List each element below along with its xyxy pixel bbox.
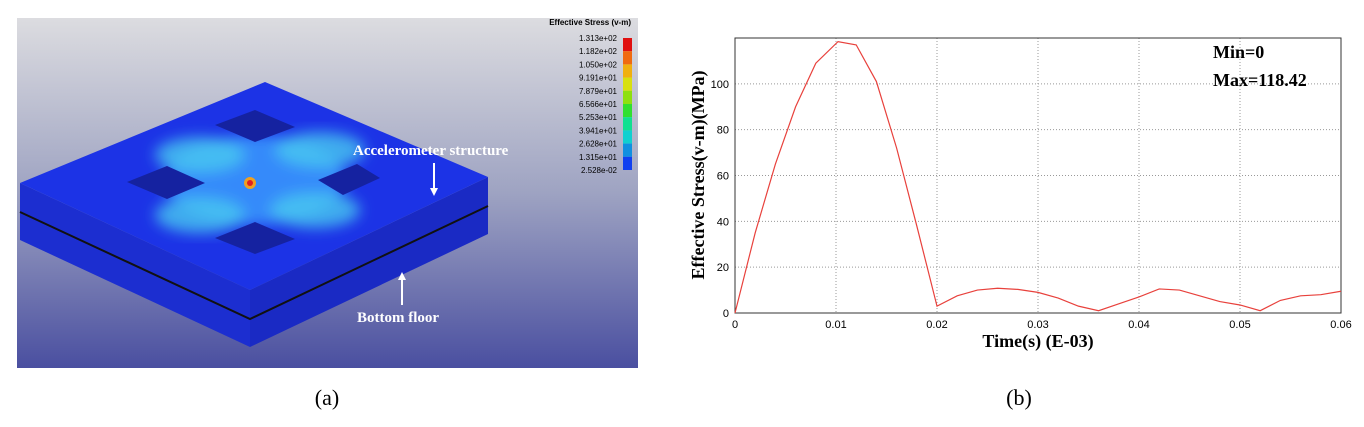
legend-label: 1.313e+02 (579, 34, 618, 43)
panel-a: Accelerometer structure Bottom floor Eff… (17, 18, 638, 410)
colorbar-segment (623, 130, 632, 144)
stress-hotspot (247, 180, 253, 186)
legend-label: 1.050e+02 (579, 60, 618, 69)
colorbar-segment (623, 38, 632, 52)
y-tick-label: 100 (711, 79, 729, 91)
cutout (215, 222, 295, 254)
y-tick-label: 80 (717, 125, 729, 137)
panel-b: (b) 0 20 40 60 80 100 0 0.01 0.02 0.03 0.04 0.05 0.0… (688, 37, 1352, 410)
annotation: Max=118.42 (1213, 70, 1307, 90)
annotation: Bottom floor (357, 310, 439, 326)
colorbar-legend: 1.313e+02 1.182e+02 1.050e+02 9.191e+01 7.87… (579, 34, 632, 175)
colorbar-segment (623, 90, 632, 104)
cutout (318, 164, 380, 195)
caption: (a) (315, 385, 339, 410)
colorbar-segment (623, 143, 632, 157)
colorbar-segment (623, 104, 632, 118)
cutout (127, 166, 205, 199)
legend-label: 7.879e+01 (579, 87, 618, 96)
legend-title: Effective Stress (v-m) (549, 18, 631, 27)
y-tick-label: 20 (717, 262, 729, 274)
x-tick-label: 0.02 (926, 319, 947, 331)
x-tick-label: 0.01 (825, 319, 846, 331)
legend-label: 9.191e+01 (579, 74, 618, 83)
legend-label: 6.566e+01 (579, 100, 618, 109)
legend-label: 2.628e+01 (579, 140, 618, 149)
legend-label: 1.315e+01 (579, 153, 618, 162)
y-tick-label: 60 (717, 171, 729, 183)
x-tick-label: 0.03 (1027, 319, 1048, 331)
y-tick-label: 40 (717, 216, 729, 228)
y-axis-label: Effective Stress(v-m)(MPa) (688, 70, 709, 279)
legend-label: 2.528e-02 (581, 166, 618, 175)
x-tick-label: 0.04 (1128, 319, 1149, 331)
annotation: Accelerometer structure (353, 143, 509, 159)
colorbar-segment (623, 51, 632, 65)
x-tick-label: 0 (732, 319, 738, 331)
colorbar-segment (623, 64, 632, 78)
legend-label: 5.253e+01 (579, 113, 618, 122)
x-tick-label: 0.06 (1330, 319, 1351, 331)
x-axis-label: Time(s) (E-03) (982, 331, 1093, 352)
arrow-head (398, 272, 406, 280)
x-tick-label: 0.05 (1229, 319, 1250, 331)
data-line (734, 40, 1342, 314)
y-tick-label: 0 (723, 308, 729, 320)
arrow-head (430, 188, 438, 196)
colorbar-segment (623, 77, 632, 91)
caption: (b) (1006, 385, 1032, 410)
plot-frame (734, 37, 1342, 314)
colorbar-segment (623, 117, 632, 131)
colorbar-segment (623, 156, 632, 170)
cutout (215, 110, 295, 142)
layer-seam (19, 205, 489, 321)
legend-label: 1.182e+02 (579, 47, 618, 56)
annotation: Min=0 (1213, 42, 1264, 62)
legend-label: 3.941e+01 (579, 126, 618, 135)
